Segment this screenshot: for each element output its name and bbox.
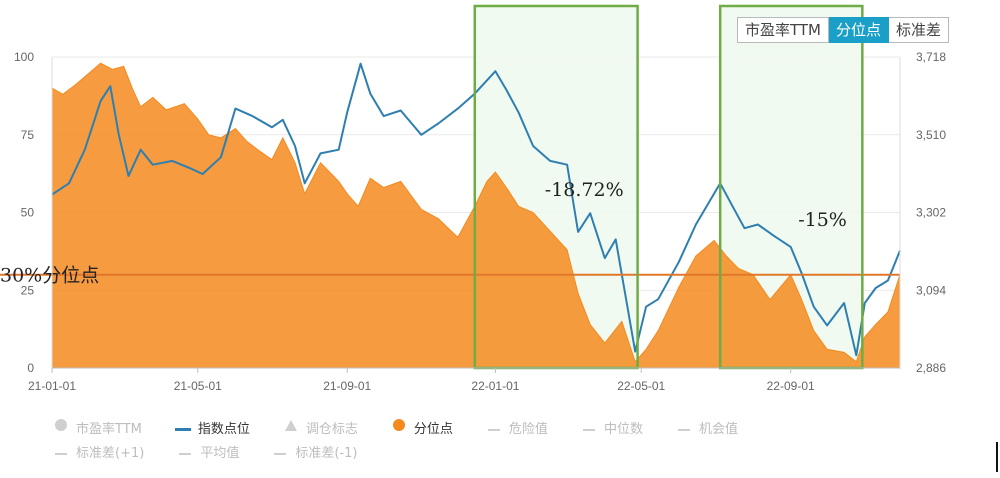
drawdown-annotation: -18.72% [545, 179, 624, 201]
drawdown-annotation: -15% [798, 209, 847, 231]
x-tick-label: 21-09-01 [323, 379, 371, 393]
y-right-tick-label: 2,886 [916, 361, 946, 375]
chart-legend: 市盈率TTM 指数点位 调仓标志 分位点 危险值 中位数 机会值 标准差(+1) 平均值 标准差… [50, 415, 930, 463]
dot-icon [50, 419, 72, 435]
y-right-tick-label: 3,094 [916, 283, 946, 297]
corner-mark [996, 442, 998, 472]
legend-label: 调仓标志 [305, 421, 358, 437]
legend-item[interactable]: 分位点 [388, 418, 453, 437]
legend-item[interactable]: 市盈率TTM [50, 418, 142, 437]
y-right-tick-label: 3,302 [916, 206, 946, 220]
legend-item[interactable]: 中位数 [578, 418, 643, 437]
legend-row-2: 标准差(+1) 平均值 标准差(-1) [50, 439, 930, 463]
legend-label: 市盈率TTM [76, 421, 142, 437]
legend-row-1: 市盈率TTM 指数点位 调仓标志 分位点 危险值 中位数 机会值 [50, 415, 930, 439]
chart-canvas: 30%分位点 -18.72% -15% 0 2,886 25 3,094 50 3,302 75… [0, 4, 946, 393]
dash-line-icon [174, 444, 196, 459]
threshold-label: 30%分位点 [0, 265, 99, 287]
x-tick-label: 21-05-01 [174, 379, 222, 393]
legend-item[interactable]: 平均值 [174, 442, 239, 461]
y-left-tick-label: 25 [21, 283, 35, 297]
metric-tabs: 市盈率TTM 分位点 标准差 [737, 17, 950, 43]
dash-line-icon [483, 420, 505, 435]
legend-item[interactable]: 标准差(+1) [50, 442, 144, 461]
tab-std-dev[interactable]: 标准差 [889, 17, 950, 43]
chart-axes: 0 2,886 25 3,094 50 3,302 75 3,510 100 3,718 21-01… [14, 50, 946, 393]
y-left-tick-label: 100 [14, 50, 34, 64]
y-right-tick-label: 3,510 [916, 128, 946, 142]
y-left-tick-label: 50 [21, 206, 35, 220]
dash-line-icon [673, 420, 695, 435]
chart-overlay: 30%分位点 -18.72% -15% [0, 4, 900, 370]
y-right-tick-label: 3,718 [916, 50, 946, 64]
legend-item[interactable]: 调仓标志 [280, 418, 358, 437]
legend-item[interactable]: 危险值 [483, 418, 548, 437]
x-tick-label: 22-05-01 [617, 379, 665, 393]
legend-label: 机会值 [698, 421, 738, 437]
legend-item[interactable]: 标准差(-1) [269, 442, 357, 461]
legend-item[interactable]: 机会值 [673, 418, 738, 437]
legend-label: 平均值 [200, 445, 240, 461]
index-line [51, 62, 901, 357]
triangle-icon [280, 419, 302, 435]
dot-icon [388, 419, 410, 435]
dash-line-icon [269, 444, 291, 459]
dash-line-icon [50, 444, 72, 459]
x-tick-label: 22-01-01 [471, 379, 519, 393]
x-tick-label: 21-01-01 [28, 379, 76, 393]
dash-line-icon [578, 420, 600, 435]
tab-percentile[interactable]: 分位点 [829, 17, 890, 43]
legend-label: 危险值 [508, 421, 548, 437]
y-left-tick-label: 75 [21, 128, 35, 142]
legend-label: 指数点位 [197, 421, 250, 437]
legend-label: 标准差(+1) [76, 445, 145, 461]
legend-label: 分位点 [413, 421, 453, 437]
x-tick-label: 22-09-01 [767, 379, 815, 393]
legend-label: 中位数 [603, 421, 643, 437]
line-icon [172, 420, 194, 435]
tab-pe-ttm[interactable]: 市盈率TTM [737, 17, 830, 43]
legend-label: 标准差(-1) [295, 445, 358, 461]
y-left-tick-label: 0 [27, 361, 34, 375]
legend-item[interactable]: 指数点位 [172, 418, 250, 437]
